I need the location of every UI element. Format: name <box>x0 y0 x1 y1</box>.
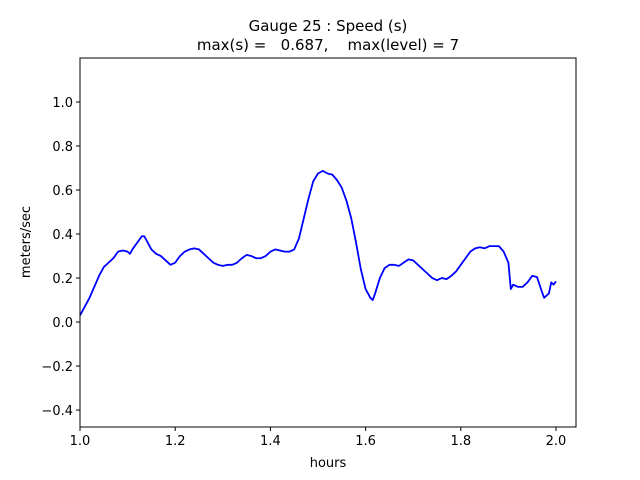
y-tick-label: 1.0 <box>52 96 73 111</box>
x-tick-label: 1.0 <box>70 434 91 449</box>
x-tick-label: 1.8 <box>450 434 471 449</box>
chart-title: Gauge 25 : Speed (s) <box>249 17 408 35</box>
chart-subtitle: max(s) = 0.687, max(level) = 7 <box>197 36 459 54</box>
y-tick-label: 0.0 <box>52 316 73 331</box>
y-tick-label: 0.4 <box>52 228 73 243</box>
plot-frame <box>79 57 577 428</box>
y-tick-label: −0.4 <box>41 404 73 419</box>
x-axis-label: hours <box>310 456 347 471</box>
y-axis-label: meters/sec <box>19 206 34 278</box>
x-tick-label: 2.0 <box>546 434 567 449</box>
y-tick-label: 0.2 <box>52 272 73 287</box>
y-tick-label: 0.8 <box>52 140 73 155</box>
x-tick-label: 1.4 <box>260 434 281 449</box>
x-tick-label: 1.6 <box>355 434 376 449</box>
speed-line <box>79 169 557 316</box>
y-tick-label: 0.6 <box>52 184 73 199</box>
y-tick-label: −0.2 <box>41 360 73 375</box>
x-tick-label: 1.2 <box>165 434 186 449</box>
